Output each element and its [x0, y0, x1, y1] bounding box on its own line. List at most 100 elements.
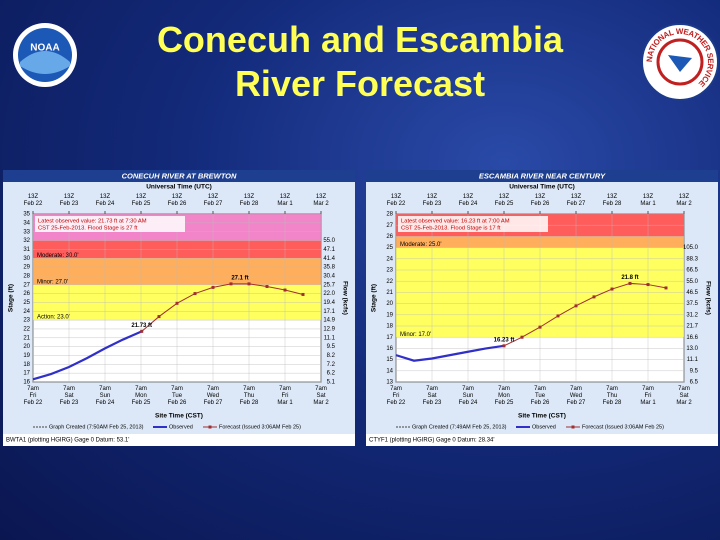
- title-bar: [3, 170, 355, 182]
- series-line: [32, 330, 143, 381]
- noaa-wave: [20, 51, 70, 74]
- top-x-tick-label: 13Z Feb 26: [531, 194, 550, 207]
- y-axis-title: Stage (ft): [371, 284, 378, 312]
- y-tick-label: 32: [23, 238, 30, 244]
- y2-tick-label: 16.6: [686, 335, 698, 341]
- y2-tick-label: 66.5: [686, 268, 698, 274]
- x-tick-label: 7am Wed Feb 27: [204, 386, 223, 406]
- legend-label: Observed: [169, 424, 193, 430]
- y2-tick-label: 9.5: [690, 368, 699, 374]
- annotation-text: CST 25-Feb-2013. Flood Stage is 27 ft: [38, 226, 138, 232]
- x-tick-label: 7am Sat Mar 2: [676, 386, 692, 406]
- x-tick-label: 7am Mon Feb 25: [495, 386, 514, 406]
- y-tick-label: 21: [23, 335, 30, 341]
- x-tick-label: 7am Thu Feb 28: [603, 386, 622, 406]
- forecast-point: [265, 285, 269, 289]
- forecast-point: [520, 335, 524, 339]
- y2-tick-label: 21.7: [686, 324, 698, 330]
- x-tick-label: 7am Fri Mar 1: [640, 386, 656, 406]
- y-tick-label: 28: [386, 212, 393, 218]
- y2-tick-label: 6.2: [327, 371, 336, 377]
- top-axis-label: Universal Time (UTC): [509, 184, 575, 191]
- x-tick-label: 7am Thu Feb 28: [240, 386, 259, 406]
- y-tick-label: 33: [23, 229, 30, 235]
- top-x-tick-label: 13Z Feb 23: [423, 194, 442, 207]
- annotation-text: Latest observed value: 21.73 ft at 7:30 …: [38, 219, 147, 225]
- x-tick-label: 7am Fri Feb 22: [387, 386, 406, 406]
- top-x-tick-label: 13Z Feb 24: [459, 194, 478, 207]
- forecast-point: [628, 281, 632, 285]
- x-tick-label: 7am Sat Feb 23: [60, 386, 79, 406]
- top-x-tick-label: 13Z Feb 28: [603, 194, 622, 207]
- forecast-point: [193, 292, 197, 296]
- x-tick-label: 7am Tue Feb 26: [168, 386, 187, 406]
- forecast-point: [229, 282, 233, 286]
- forecast-point: [556, 314, 560, 318]
- x-axis-title: Site Time (CST): [155, 413, 203, 420]
- series-line: [141, 283, 304, 332]
- y-tick-label: 34: [23, 220, 30, 226]
- forecast-point: [610, 287, 614, 291]
- top-x-tick-label: 13Z Feb 27: [204, 194, 223, 207]
- top-x-tick-label: 13Z Mar 1: [640, 194, 656, 207]
- y2-tick-label: 11.1: [687, 357, 699, 363]
- y-tick-label: 25: [386, 245, 393, 251]
- y2-tick-label: 55.0: [686, 279, 698, 285]
- chart-title: ESCAMBIA RIVER NEAR CENTURY: [479, 171, 606, 180]
- point-label: 16.23 ft: [494, 337, 515, 343]
- x-tick-label: 7am Sat Mar 2: [313, 386, 329, 406]
- y-tick-label: 26: [386, 234, 393, 240]
- series-line: [503, 282, 667, 347]
- title-bar: [366, 170, 718, 182]
- flood-label: Moderate: 25.0': [400, 242, 442, 248]
- y2-tick-label: 5.1: [327, 380, 336, 386]
- y-tick-label: 16: [23, 380, 30, 386]
- y-tick-label: 23: [23, 318, 30, 324]
- forecast-point: [301, 292, 305, 296]
- y-tick-label: 28: [23, 273, 30, 279]
- footer-bar: [3, 434, 355, 446]
- y2-tick-label: 7.2: [327, 362, 336, 368]
- y-tick-label: 27: [23, 282, 30, 288]
- chart: ESCAMBIA RIVER NEAR CENTURY Universal Tim…: [366, 170, 718, 446]
- chart-title: CONECUH RIVER AT BREWTON: [122, 171, 237, 180]
- point-label: 21.8 ft: [621, 275, 638, 281]
- top-x-tick-label: 13Z Feb 22: [24, 194, 43, 207]
- flood-label: Minor: 17.0': [400, 332, 431, 338]
- legend-label: Observed: [532, 424, 556, 430]
- y2-tick-label: 17.1: [323, 309, 335, 315]
- y2-tick-label: 8.2: [327, 353, 336, 359]
- y-tick-label: 15: [386, 357, 393, 363]
- y-tick-label: 17: [23, 371, 30, 377]
- y2-tick-label: 35.8: [323, 265, 335, 271]
- forecast-point: [157, 315, 161, 319]
- top-x-tick-label: 13Z Mar 2: [676, 194, 692, 207]
- y2-axis-title: Flow (kcfs): [341, 281, 348, 315]
- y2-axis-title: Flow (kcfs): [704, 281, 711, 315]
- forecast-point: [574, 304, 578, 308]
- top-x-tick-label: 13Z Feb 22: [387, 194, 406, 207]
- legend-label: Forecast (Issued 3:06AM Feb 25): [219, 424, 301, 430]
- y2-tick-label: 19.4: [323, 300, 335, 306]
- y2-tick-label: 9.5: [327, 344, 336, 350]
- legend-label: Forecast (Issued 3:06AM Feb 25): [582, 424, 664, 430]
- y-tick-label: 26: [23, 291, 30, 297]
- y-tick-label: 14: [386, 368, 393, 374]
- top-x-tick-label: 13Z Mar 2: [313, 194, 329, 207]
- x-tick-label: 7am Sun Feb 24: [96, 386, 115, 406]
- y2-tick-label: 41.4: [323, 256, 335, 262]
- top-x-tick-label: 13Z Feb 24: [96, 194, 115, 207]
- x-tick-label: 7am Fri Mar 1: [277, 386, 293, 406]
- flood-label: Minor: 27.0': [37, 279, 68, 285]
- legend-swatch: [571, 425, 575, 429]
- legend-swatch: [208, 425, 212, 429]
- forecast-point: [175, 301, 179, 305]
- y-tick-label: 20: [23, 344, 30, 350]
- chart-panel: ESCAMBIA RIVER NEAR CENTURY Universal Tim…: [366, 170, 718, 446]
- y-axis-title: Stage (ft): [8, 284, 15, 312]
- y-tick-label: 16: [386, 346, 393, 352]
- y2-tick-label: 12.9: [323, 327, 335, 333]
- footer: CTYF1 (plotting HGIRG) Gage 0 Datum: 28.…: [369, 438, 495, 444]
- y2-tick-label: 22.0: [323, 291, 335, 297]
